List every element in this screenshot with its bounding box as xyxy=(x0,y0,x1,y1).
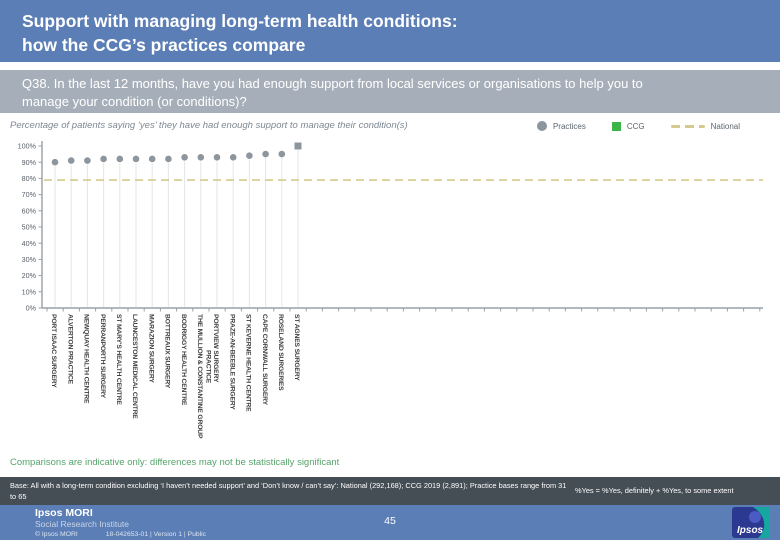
question-bar: Q38. In the last 12 months, have you had… xyxy=(0,70,780,113)
legend-label: CCG xyxy=(626,121,645,131)
brand-subtitle: Social Research Institute xyxy=(35,519,130,529)
ipsos-logo-text: Ipsos xyxy=(737,525,764,536)
ipsos-logo: Ipsos xyxy=(731,506,771,540)
y-axis-tick-label: 80% xyxy=(22,174,37,183)
x-axis-label: MARAZION SURGERY xyxy=(147,314,154,383)
y-axis-tick-label: 50% xyxy=(22,223,37,232)
y-axis-tick-label: 10% xyxy=(22,287,37,296)
practice-dot xyxy=(165,155,172,163)
practice-dot xyxy=(246,152,253,160)
legend-item-ccg: CCG xyxy=(611,121,645,131)
page-number: 45 xyxy=(384,515,396,527)
practice-marker-square xyxy=(294,142,302,150)
x-axis-label: ST MARY'S HEALTH CENTRE xyxy=(115,314,122,405)
x-axis-label: PERRANPORTH SURGERY xyxy=(99,314,106,399)
x-axis-label: LAUNCESTON MEDICAL CENTRE xyxy=(131,314,138,419)
chart-title: Percentage of patients saying ‘yes’ they… xyxy=(10,120,408,131)
legend-label: Practices xyxy=(552,121,586,131)
y-axis-tick-label: 70% xyxy=(22,190,37,199)
x-axis-label: PRAZE-AN-BEEBLE SURGERY xyxy=(228,314,235,410)
practice-dot xyxy=(278,150,286,158)
yes-definition-text: %Yes = %Yes, definitely + %Yes, to some … xyxy=(575,486,734,495)
practice-dot xyxy=(148,155,156,163)
x-axis-label: THE MULLION & CONSTANTINE GROUP xyxy=(196,314,203,439)
practice-dot xyxy=(51,158,59,166)
ipsos-logo-swoosh xyxy=(753,507,770,538)
practice-dot xyxy=(229,154,237,161)
x-axis-label: BOTTREAUX SURGERY xyxy=(164,314,171,389)
legend-marker-square xyxy=(611,121,621,131)
legend-label: National xyxy=(710,121,740,131)
y-axis-tick-label: 60% xyxy=(22,206,37,215)
x-axis-label: ST KEVERNE HEALTH CENTRE xyxy=(245,314,252,412)
practice-dot xyxy=(262,150,269,158)
chart-legend: Practices CCG National xyxy=(536,121,740,131)
practice-dot xyxy=(100,155,107,163)
y-axis-tick-label: 90% xyxy=(22,158,37,167)
y-axis-tick-label: 20% xyxy=(22,271,37,280)
brand-name: Ipsos MORI xyxy=(35,507,93,519)
y-axis-tick-label: 40% xyxy=(22,239,37,248)
x-axis-label: ALVERTON PRACTICE xyxy=(66,314,73,385)
practice-dot xyxy=(181,154,188,161)
doc-reference: 18-042653-01 | Version 1 | Public xyxy=(105,531,207,538)
slide-header: Support with managing long-term health c… xyxy=(0,0,780,62)
legend-marker-circle xyxy=(536,121,547,131)
x-axis-label: PORT ISAAC SURGERY xyxy=(50,314,57,388)
slide-title-line1: Support with managing long-term health c… xyxy=(22,11,458,31)
practice-dot xyxy=(67,157,75,164)
base-bar: Base: All with a long-term condition exc… xyxy=(0,477,780,505)
x-axis-label: PRACTICE xyxy=(205,350,212,384)
x-axis-label: ROSELAND SURGERIES xyxy=(277,314,284,391)
x-axis-label: ST AGNES SURGERY xyxy=(293,314,300,381)
base-text: Base: All with a long-term condition exc… xyxy=(10,481,567,501)
legend-item-national: National xyxy=(670,121,740,131)
practice-dot xyxy=(116,155,124,163)
y-axis-tick-label: 0% xyxy=(26,304,37,313)
chart-area: Percentage of patients saying ‘yes’ they… xyxy=(0,113,780,455)
slide-footer: Ipsos MORI Social Research Institute © I… xyxy=(0,505,780,540)
slide-title-line2: how the CCG’s practices compare xyxy=(22,35,306,55)
practice-comparison-chart: 100% 90% 80% 70% 60% 50% 40% 30% 20% 10% 0% PORT IS… xyxy=(18,141,763,439)
practice-dot xyxy=(84,157,91,164)
practice-dot xyxy=(213,154,221,161)
x-axis-label: NEWQUAY HEALTH CENTRE xyxy=(83,314,90,404)
y-axis-tick-label: 30% xyxy=(22,255,37,264)
legend-marker-dashed-line xyxy=(670,124,705,128)
x-axis-label: BODRIGGY HEALTH CENTRE xyxy=(180,314,187,406)
question-text: Q38. In the last 12 months, have you had… xyxy=(22,76,643,109)
copyright-text: © Ipsos MORI xyxy=(35,531,78,538)
practice-dot xyxy=(132,155,140,163)
ipsos-logo-dot xyxy=(749,511,761,523)
y-axis-tick-label: 100% xyxy=(18,142,37,151)
ipsos-mori-wordmark: Ipsos MORI Social Research Institute © I… xyxy=(35,507,207,539)
practice-dot xyxy=(197,154,205,161)
legend-item-practices: Practices xyxy=(536,121,586,131)
x-axis-label: PORTVIEW SURGERY xyxy=(212,314,219,383)
comparison-note: Comparisons are indicative only: differe… xyxy=(10,457,340,468)
x-axis-label: CAPE CORNWALL SURGERY xyxy=(261,314,268,406)
